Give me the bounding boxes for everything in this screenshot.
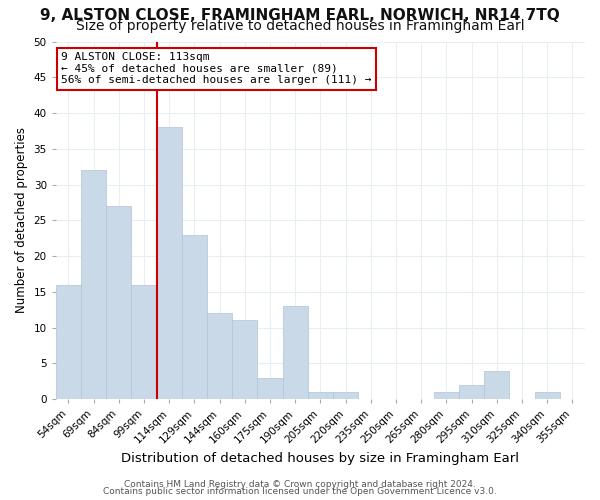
- Bar: [308, 392, 333, 399]
- Bar: [232, 320, 257, 399]
- Bar: [182, 234, 207, 399]
- Bar: [257, 378, 283, 399]
- Text: 9 ALSTON CLOSE: 113sqm
← 45% of detached houses are smaller (89)
56% of semi-det: 9 ALSTON CLOSE: 113sqm ← 45% of detached…: [61, 52, 371, 86]
- Bar: [207, 314, 232, 399]
- Bar: [283, 306, 308, 399]
- Bar: [459, 385, 484, 399]
- Text: 9, ALSTON CLOSE, FRAMINGHAM EARL, NORWICH, NR14 7TQ: 9, ALSTON CLOSE, FRAMINGHAM EARL, NORWIC…: [40, 8, 560, 22]
- Text: Contains public sector information licensed under the Open Government Licence v3: Contains public sector information licen…: [103, 487, 497, 496]
- Bar: [484, 370, 509, 399]
- Bar: [56, 284, 81, 399]
- Bar: [106, 206, 131, 399]
- Bar: [131, 284, 157, 399]
- Text: Size of property relative to detached houses in Framingham Earl: Size of property relative to detached ho…: [76, 19, 524, 33]
- Bar: [157, 128, 182, 399]
- Text: Contains HM Land Registry data © Crown copyright and database right 2024.: Contains HM Land Registry data © Crown c…: [124, 480, 476, 489]
- Bar: [81, 170, 106, 399]
- Bar: [333, 392, 358, 399]
- Y-axis label: Number of detached properties: Number of detached properties: [15, 128, 28, 314]
- Bar: [535, 392, 560, 399]
- X-axis label: Distribution of detached houses by size in Framingham Earl: Distribution of detached houses by size …: [121, 452, 520, 465]
- Bar: [434, 392, 459, 399]
